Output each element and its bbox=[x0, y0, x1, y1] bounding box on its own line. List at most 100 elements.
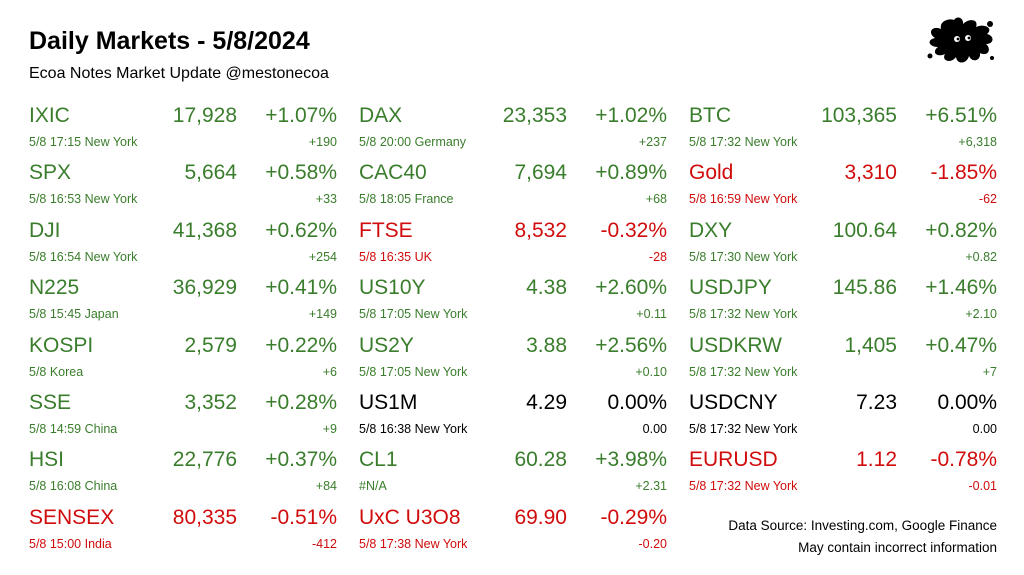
ticker-symbol: EURUSD bbox=[689, 448, 778, 472]
market-item: CAC40 7,694 +0.89% 5/8 18:05 France +68 bbox=[359, 158, 667, 215]
market-item: BTC 103,365 +6.51% 5/8 17:32 New York +6,318 bbox=[689, 101, 997, 158]
ticker-price: 8,532 bbox=[514, 218, 567, 242]
ticker-absolute-change: -412 bbox=[311, 536, 337, 551]
ticker-symbol: US1M bbox=[359, 390, 418, 414]
ticker-timestamp: 5/8 16:35 UK bbox=[359, 249, 432, 264]
footer: Data Source: Investing.com, Google Finan… bbox=[728, 515, 997, 559]
market-item: EURUSD 1.12 -0.78% 5/8 17:32 New York -0.01 bbox=[689, 445, 997, 502]
ticker-timestamp: 5/8 16:38 New York bbox=[359, 421, 468, 436]
ticker-percent-change: +0.89% bbox=[595, 161, 667, 185]
ticker-price: 1.12 bbox=[856, 448, 897, 472]
page-subtitle: Ecoa Notes Market Update @mestonecoa bbox=[29, 65, 329, 82]
ticker-price: 145.86 bbox=[832, 276, 897, 300]
ticker-timestamp: 5/8 17:32 New York bbox=[689, 135, 798, 149]
ticker-timestamp: 5/8 Korea bbox=[29, 364, 84, 379]
ticker-symbol: Gold bbox=[689, 161, 734, 185]
ticker-symbol: DAX bbox=[359, 104, 403, 127]
market-grid: IXIC 17,928 +1.07% 5/8 17:15 New York +190 SP… bbox=[29, 101, 997, 561]
ticker-symbol: IXIC bbox=[29, 104, 70, 127]
ticker-price: 2,579 bbox=[184, 333, 237, 357]
ticker-symbol: CL1 bbox=[359, 448, 398, 472]
market-item: USDJPY 145.86 +1.46% 5/8 17:32 New York +2.1… bbox=[689, 273, 997, 330]
ticker-timestamp: 5/8 17:32 New York bbox=[689, 364, 798, 379]
ticker-timestamp: 5/8 17:30 New York bbox=[689, 249, 798, 264]
ticker-percent-change: -1.85% bbox=[930, 161, 997, 185]
market-item: US2Y 3.88 +2.56% 5/8 17:05 New York +0.10 bbox=[359, 331, 667, 388]
ticker-price: 22,776 bbox=[172, 448, 237, 472]
ticker-absolute-change: +33 bbox=[315, 192, 337, 207]
ink-splat-icon bbox=[927, 17, 994, 63]
market-item: HSI 22,776 +0.37% 5/8 16:08 China +84 bbox=[29, 445, 337, 502]
ticker-price: 80,335 bbox=[172, 505, 237, 529]
ticker-absolute-change: +68 bbox=[645, 192, 667, 207]
ticker-percent-change: -0.51% bbox=[270, 505, 337, 529]
ticker-absolute-change: +7 bbox=[982, 364, 997, 379]
ticker-price: 7,694 bbox=[514, 161, 567, 185]
ticker-price: 1,405 bbox=[844, 333, 897, 357]
market-item: DXY 100.64 +0.82% 5/8 17:30 New York +0.82 bbox=[689, 216, 997, 273]
ticker-symbol: SSE bbox=[29, 390, 72, 414]
ticker-absolute-change: +9 bbox=[322, 421, 337, 436]
ticker-absolute-change: -0.20 bbox=[638, 536, 668, 551]
ticker-timestamp: 5/8 14:59 China bbox=[29, 421, 118, 436]
ticker-price: 41,368 bbox=[172, 218, 237, 242]
ticker-timestamp: 5/8 15:00 India bbox=[29, 536, 112, 551]
ticker-percent-change: +0.62% bbox=[265, 218, 337, 242]
market-item: USDCNY 7.23 0.00% 5/8 17:32 New York 0.00 bbox=[689, 388, 997, 445]
ticker-symbol: USDKRW bbox=[689, 333, 782, 357]
ticker-price: 3,352 bbox=[184, 390, 237, 414]
ticker-symbol: USDJPY bbox=[689, 276, 772, 300]
ticker-percent-change: +1.46% bbox=[925, 276, 997, 300]
ticker-percent-change: +1.07% bbox=[265, 104, 337, 127]
ticker-percent-change: +6.51% bbox=[925, 104, 997, 127]
ticker-timestamp: 5/8 16:08 China bbox=[29, 479, 118, 494]
ticker-price: 69.90 bbox=[514, 505, 567, 529]
page-title: Daily Markets - 5/8/2024 bbox=[29, 27, 310, 55]
ticker-symbol: CAC40 bbox=[359, 161, 427, 185]
ticker-price: 17,928 bbox=[172, 104, 237, 127]
market-item: UxC U3O8 69.90 -0.29% 5/8 17:38 New York -0.… bbox=[359, 503, 667, 560]
ticker-absolute-change: +254 bbox=[308, 249, 337, 264]
ticker-timestamp: 5/8 15:45 Japan bbox=[29, 307, 119, 322]
ticker-price: 100.64 bbox=[832, 218, 897, 242]
ticker-timestamp: 5/8 17:05 New York bbox=[359, 307, 468, 322]
market-item: SSE 3,352 +0.28% 5/8 14:59 China +9 bbox=[29, 388, 337, 445]
header: Daily Markets - 5/8/2024 Ecoa Notes Mark… bbox=[29, 26, 329, 84]
ticker-price: 23,353 bbox=[502, 104, 567, 127]
ticker-timestamp: 5/8 16:54 New York bbox=[29, 249, 138, 264]
ticker-price: 3,310 bbox=[844, 161, 897, 185]
ticker-symbol: UxC U3O8 bbox=[359, 505, 461, 529]
ticker-symbol: DJI bbox=[29, 218, 61, 242]
ticker-price: 7.23 bbox=[856, 390, 897, 414]
ticker-percent-change: -0.78% bbox=[930, 448, 997, 472]
ticker-price: 4.29 bbox=[526, 390, 567, 414]
disclaimer-note: May contain incorrect information bbox=[798, 540, 997, 555]
market-item: DAX 23,353 +1.02% 5/8 20:00 Germany +237 bbox=[359, 101, 667, 158]
ticker-timestamp: 5/8 17:15 New York bbox=[29, 135, 138, 149]
ticker-symbol: USDCNY bbox=[689, 390, 778, 414]
ticker-absolute-change: +149 bbox=[308, 307, 337, 322]
ticker-absolute-change: -0.01 bbox=[968, 479, 998, 494]
ticker-percent-change: 0.00% bbox=[607, 390, 667, 414]
market-item: FTSE 8,532 -0.32% 5/8 16:35 UK -28 bbox=[359, 216, 667, 273]
ticker-symbol: SENSEX bbox=[29, 505, 115, 529]
ticker-percent-change: +1.02% bbox=[595, 104, 667, 127]
ticker-timestamp: #N/A bbox=[359, 479, 387, 494]
market-item: SENSEX 80,335 -0.51% 5/8 15:00 India -412 bbox=[29, 503, 337, 560]
ticker-percent-change: +0.22% bbox=[265, 333, 337, 357]
ticker-percent-change: -0.32% bbox=[600, 218, 667, 242]
market-item: N225 36,929 +0.41% 5/8 15:45 Japan +149 bbox=[29, 273, 337, 330]
ticker-absolute-change: +0.82 bbox=[965, 249, 997, 264]
ticker-percent-change: 0.00% bbox=[937, 390, 997, 414]
ticker-price: 36,929 bbox=[172, 276, 237, 300]
market-item: DJI 41,368 +0.62% 5/8 16:54 New York +254 bbox=[29, 216, 337, 273]
ticker-percent-change: -0.29% bbox=[600, 505, 667, 529]
ticker-symbol: N225 bbox=[29, 276, 80, 300]
market-item: Gold 3,310 -1.85% 5/8 16:59 New York -62 bbox=[689, 158, 997, 215]
ticker-absolute-change: +84 bbox=[315, 479, 337, 494]
ticker-symbol: SPX bbox=[29, 161, 72, 185]
ticker-absolute-change: +2.10 bbox=[965, 307, 997, 322]
market-item: IXIC 17,928 +1.07% 5/8 17:15 New York +190 bbox=[29, 101, 337, 158]
ticker-price: 5,664 bbox=[184, 161, 237, 185]
ticker-percent-change: +0.82% bbox=[925, 218, 997, 242]
